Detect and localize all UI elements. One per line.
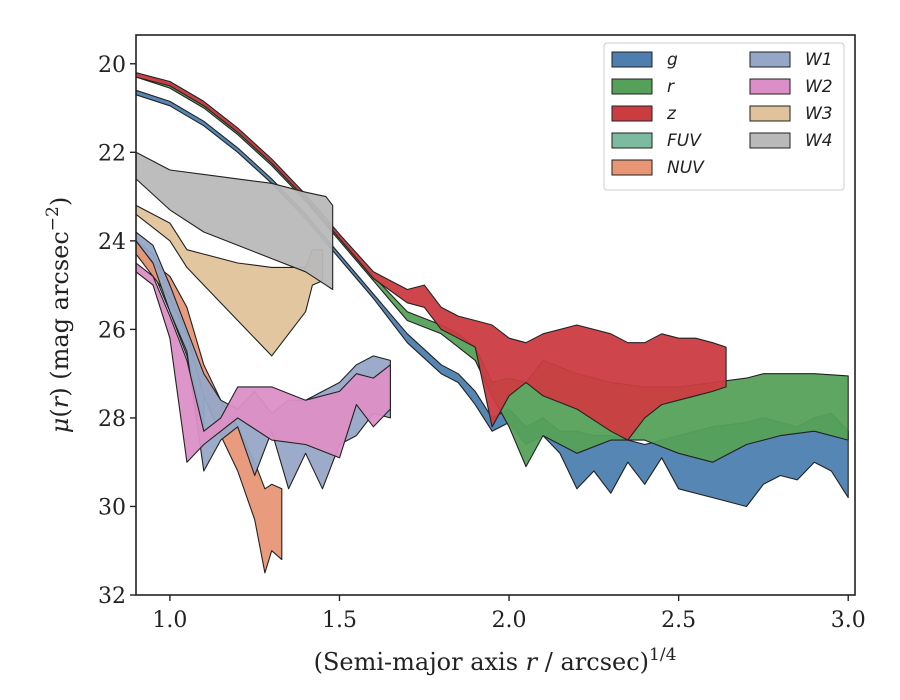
x-axis-label: (Semi-major axis r / arcsec)1/4	[314, 645, 677, 676]
series-band-z	[136, 72, 727, 441]
y-tick-label: 20	[98, 53, 126, 78]
legend-label-z: z	[666, 104, 677, 124]
y-tick-label: 32	[98, 584, 126, 609]
y-tick-label: 22	[98, 141, 126, 166]
legend-swatch-r	[611, 78, 653, 95]
legend-label-w4: W4	[805, 131, 833, 151]
y-axis-label: μ(r) (mag arcsec−2)	[43, 197, 74, 434]
y-tick-label: 28	[98, 407, 126, 432]
x-axis: 1.0 1.5 2.0 2.5 3.0	[152, 595, 866, 633]
legend-label-w1: W1	[805, 50, 833, 70]
plot-frame	[135, 34, 856, 596]
y-axis: 20 22 24 26 28 30 32	[98, 53, 136, 609]
y-tick-label: 26	[98, 318, 126, 343]
legend-label-w2: W2	[805, 77, 833, 97]
legend-swatch-g	[611, 51, 653, 68]
legend-swatch-nuv	[611, 159, 653, 176]
legend-swatch-w4	[749, 132, 791, 149]
legend-label-w3: W3	[805, 104, 833, 124]
series-band-w4	[136, 151, 334, 291]
series-band-w2	[136, 262, 391, 463]
x-tick-label: 2.0	[492, 608, 527, 633]
legend-swatch-fuv	[611, 132, 653, 149]
legend: grz FUV NUV W1 W2 W3 W4	[603, 42, 845, 191]
legend-label-r: r	[667, 77, 675, 97]
series-bands	[136, 72, 849, 574]
x-tick-label: 2.5	[661, 608, 696, 633]
legend-swatch-z	[611, 105, 653, 122]
x-tick-label: 1.5	[322, 608, 357, 633]
legend-swatch-w1	[749, 51, 791, 68]
legend-label-g: g	[667, 50, 678, 70]
y-tick-label: 24	[98, 230, 126, 255]
x-tick-label: 3.0	[831, 608, 866, 633]
legend-swatch-w3	[749, 105, 791, 122]
legend-label-nuv: NUV	[667, 158, 705, 178]
legend-label-fuv: FUV	[667, 131, 702, 151]
y-tick-label: 30	[98, 495, 126, 520]
legend-swatch-w2	[749, 78, 791, 95]
x-tick-label: 1.0	[152, 608, 187, 633]
